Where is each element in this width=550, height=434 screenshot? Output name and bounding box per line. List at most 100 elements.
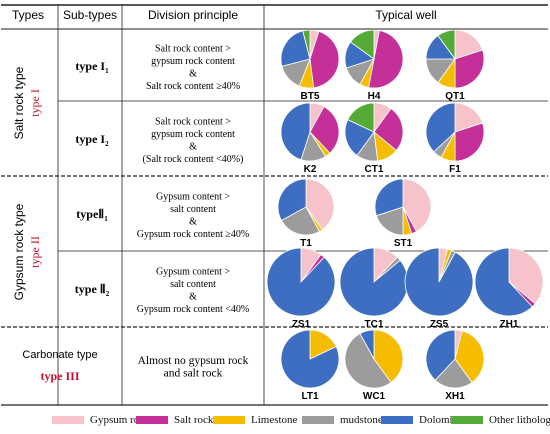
principle-line: and salt rock xyxy=(164,367,223,379)
legend-label: Other lithology xyxy=(489,414,550,426)
pie-slice-mudstone xyxy=(280,206,321,236)
legend-swatch xyxy=(213,416,245,424)
legend-item-limestone: Limestone xyxy=(213,413,297,427)
pie-chart xyxy=(474,247,544,317)
pie-chart xyxy=(344,329,404,389)
pie-slice-dolomite xyxy=(425,329,456,381)
principle-line: Gypsum content > xyxy=(156,266,230,277)
well-label: LT1 xyxy=(301,391,318,402)
pie-slice-gypsum xyxy=(454,102,484,133)
group-code: type II xyxy=(28,236,42,268)
group-code-salt: type I xyxy=(28,89,42,117)
pie-chart xyxy=(339,247,409,317)
principle-line: salt content xyxy=(170,204,216,215)
legend-item-mudstone: mudstone xyxy=(302,413,383,427)
pie-slice-mudstone xyxy=(344,333,392,389)
header-well: Typical well xyxy=(375,8,436,22)
pie-slice-gypsum xyxy=(454,29,484,60)
principle-line: gypsum rock content xyxy=(151,56,235,67)
pie-slice-other xyxy=(347,102,375,133)
principle-line: Salt rock content > xyxy=(155,43,231,54)
principle-line: gypsum rock content xyxy=(151,129,235,140)
legend-item-dolomite: Dolomite xyxy=(381,413,461,427)
pie-slice-salt xyxy=(309,106,340,154)
principle-line: Salt rock content ≥40% xyxy=(146,81,240,92)
principle-line: Almost no gypsum rock xyxy=(138,355,249,367)
well-label: F1 xyxy=(449,164,461,175)
well-label: ZH1 xyxy=(500,319,519,330)
legend-item-other: Other lithology xyxy=(451,413,550,427)
principle-line: salt content xyxy=(170,279,216,290)
pie-chart xyxy=(344,29,404,89)
pie-slice-salt xyxy=(454,122,485,162)
principle-line: Gypsum rock content <40% xyxy=(137,304,250,315)
pie-slice-gypsum xyxy=(508,247,544,305)
pie-slice-dolomite xyxy=(425,102,456,153)
legend: Gypsum rock Salt rock Limestone mudstone Dol… xyxy=(0,408,550,432)
pie-slice-dolomite xyxy=(266,247,336,317)
pie-slice-dolomite xyxy=(404,247,474,317)
legend-label: Gypsum rock xyxy=(90,414,150,426)
legend-item-salt: Salt rock xyxy=(136,413,213,427)
pie-slice-other xyxy=(349,29,375,60)
pie-slice-limestone xyxy=(373,329,404,384)
principle-line: & xyxy=(189,141,197,152)
well-label: ST1 xyxy=(394,238,413,249)
group-label-salt: Salt rock type xyxy=(12,66,26,139)
pie-chart xyxy=(374,178,432,236)
principle-line: Gypsum content > xyxy=(156,191,230,202)
well-label: CT1 xyxy=(365,164,384,175)
pie-slice-dolomite xyxy=(277,178,307,222)
pie-slice-gypsum xyxy=(402,178,432,233)
pie-slice-gypsum xyxy=(305,178,335,231)
group-code: type I xyxy=(28,89,42,117)
pie-slice-other xyxy=(302,29,311,60)
pie-chart xyxy=(425,329,485,389)
table-grid xyxy=(1,4,548,406)
well-label: ZS1 xyxy=(292,319,311,330)
well-label: TC1 xyxy=(365,319,384,330)
group-name-carbonate: Carbonate type xyxy=(22,349,97,361)
header-subtypes: Sub-types xyxy=(63,8,117,22)
group-code-carbonate: type III xyxy=(40,369,79,383)
subtype-label: type Ⅱ2 xyxy=(75,282,110,298)
pie-slice-salt xyxy=(454,49,485,89)
principle-line: & xyxy=(189,291,197,302)
legend-swatch xyxy=(302,416,334,424)
well-label: T1 xyxy=(300,238,312,249)
pie-slice-salt xyxy=(373,107,404,152)
legend-label: Dolomite xyxy=(419,414,461,426)
pie-slice-dolomite xyxy=(374,178,404,217)
well-label: BT5 xyxy=(301,91,320,102)
pie-slice-salt xyxy=(368,30,404,89)
pie-slice-dolomite xyxy=(280,102,311,161)
pie-chart xyxy=(425,29,485,89)
legend-label: Salt rock xyxy=(174,414,214,426)
legend-item-gypsum: Gypsum rock xyxy=(52,413,150,427)
pie-chart xyxy=(425,102,485,162)
subtype-label: type I2 xyxy=(75,132,109,148)
legend-label: mudstone xyxy=(340,414,383,426)
pie-chart xyxy=(277,178,335,236)
well-label: H4 xyxy=(368,91,381,102)
pie-chart xyxy=(266,247,336,317)
subtype-label: typeⅡ1 xyxy=(76,207,108,223)
group-name: Gypsum rock type xyxy=(12,203,26,300)
principle-line: Gypsum rock content ≥40% xyxy=(137,229,249,240)
pie-slice-dolomite xyxy=(280,30,311,67)
rows-layer: type I1 Salt rock content > gypsum rock co… xyxy=(75,29,544,402)
principle-line: Salt rock content > xyxy=(155,116,231,127)
group-code-gypsum: type II xyxy=(28,236,42,268)
well-label: ZS5 xyxy=(430,319,449,330)
legend-label: Limestone xyxy=(251,414,298,426)
well-label: QT1 xyxy=(445,91,465,102)
group-name: Salt rock type xyxy=(12,66,26,139)
subtype-label: type I1 xyxy=(75,59,109,75)
well-label: WC1 xyxy=(363,391,386,402)
principle-line: & xyxy=(189,216,197,227)
pie-slice-dolomite xyxy=(474,247,533,317)
pie-chart xyxy=(280,329,340,389)
well-label: XH1 xyxy=(445,391,465,402)
group-label-gypsum: Gypsum rock type xyxy=(12,203,26,300)
